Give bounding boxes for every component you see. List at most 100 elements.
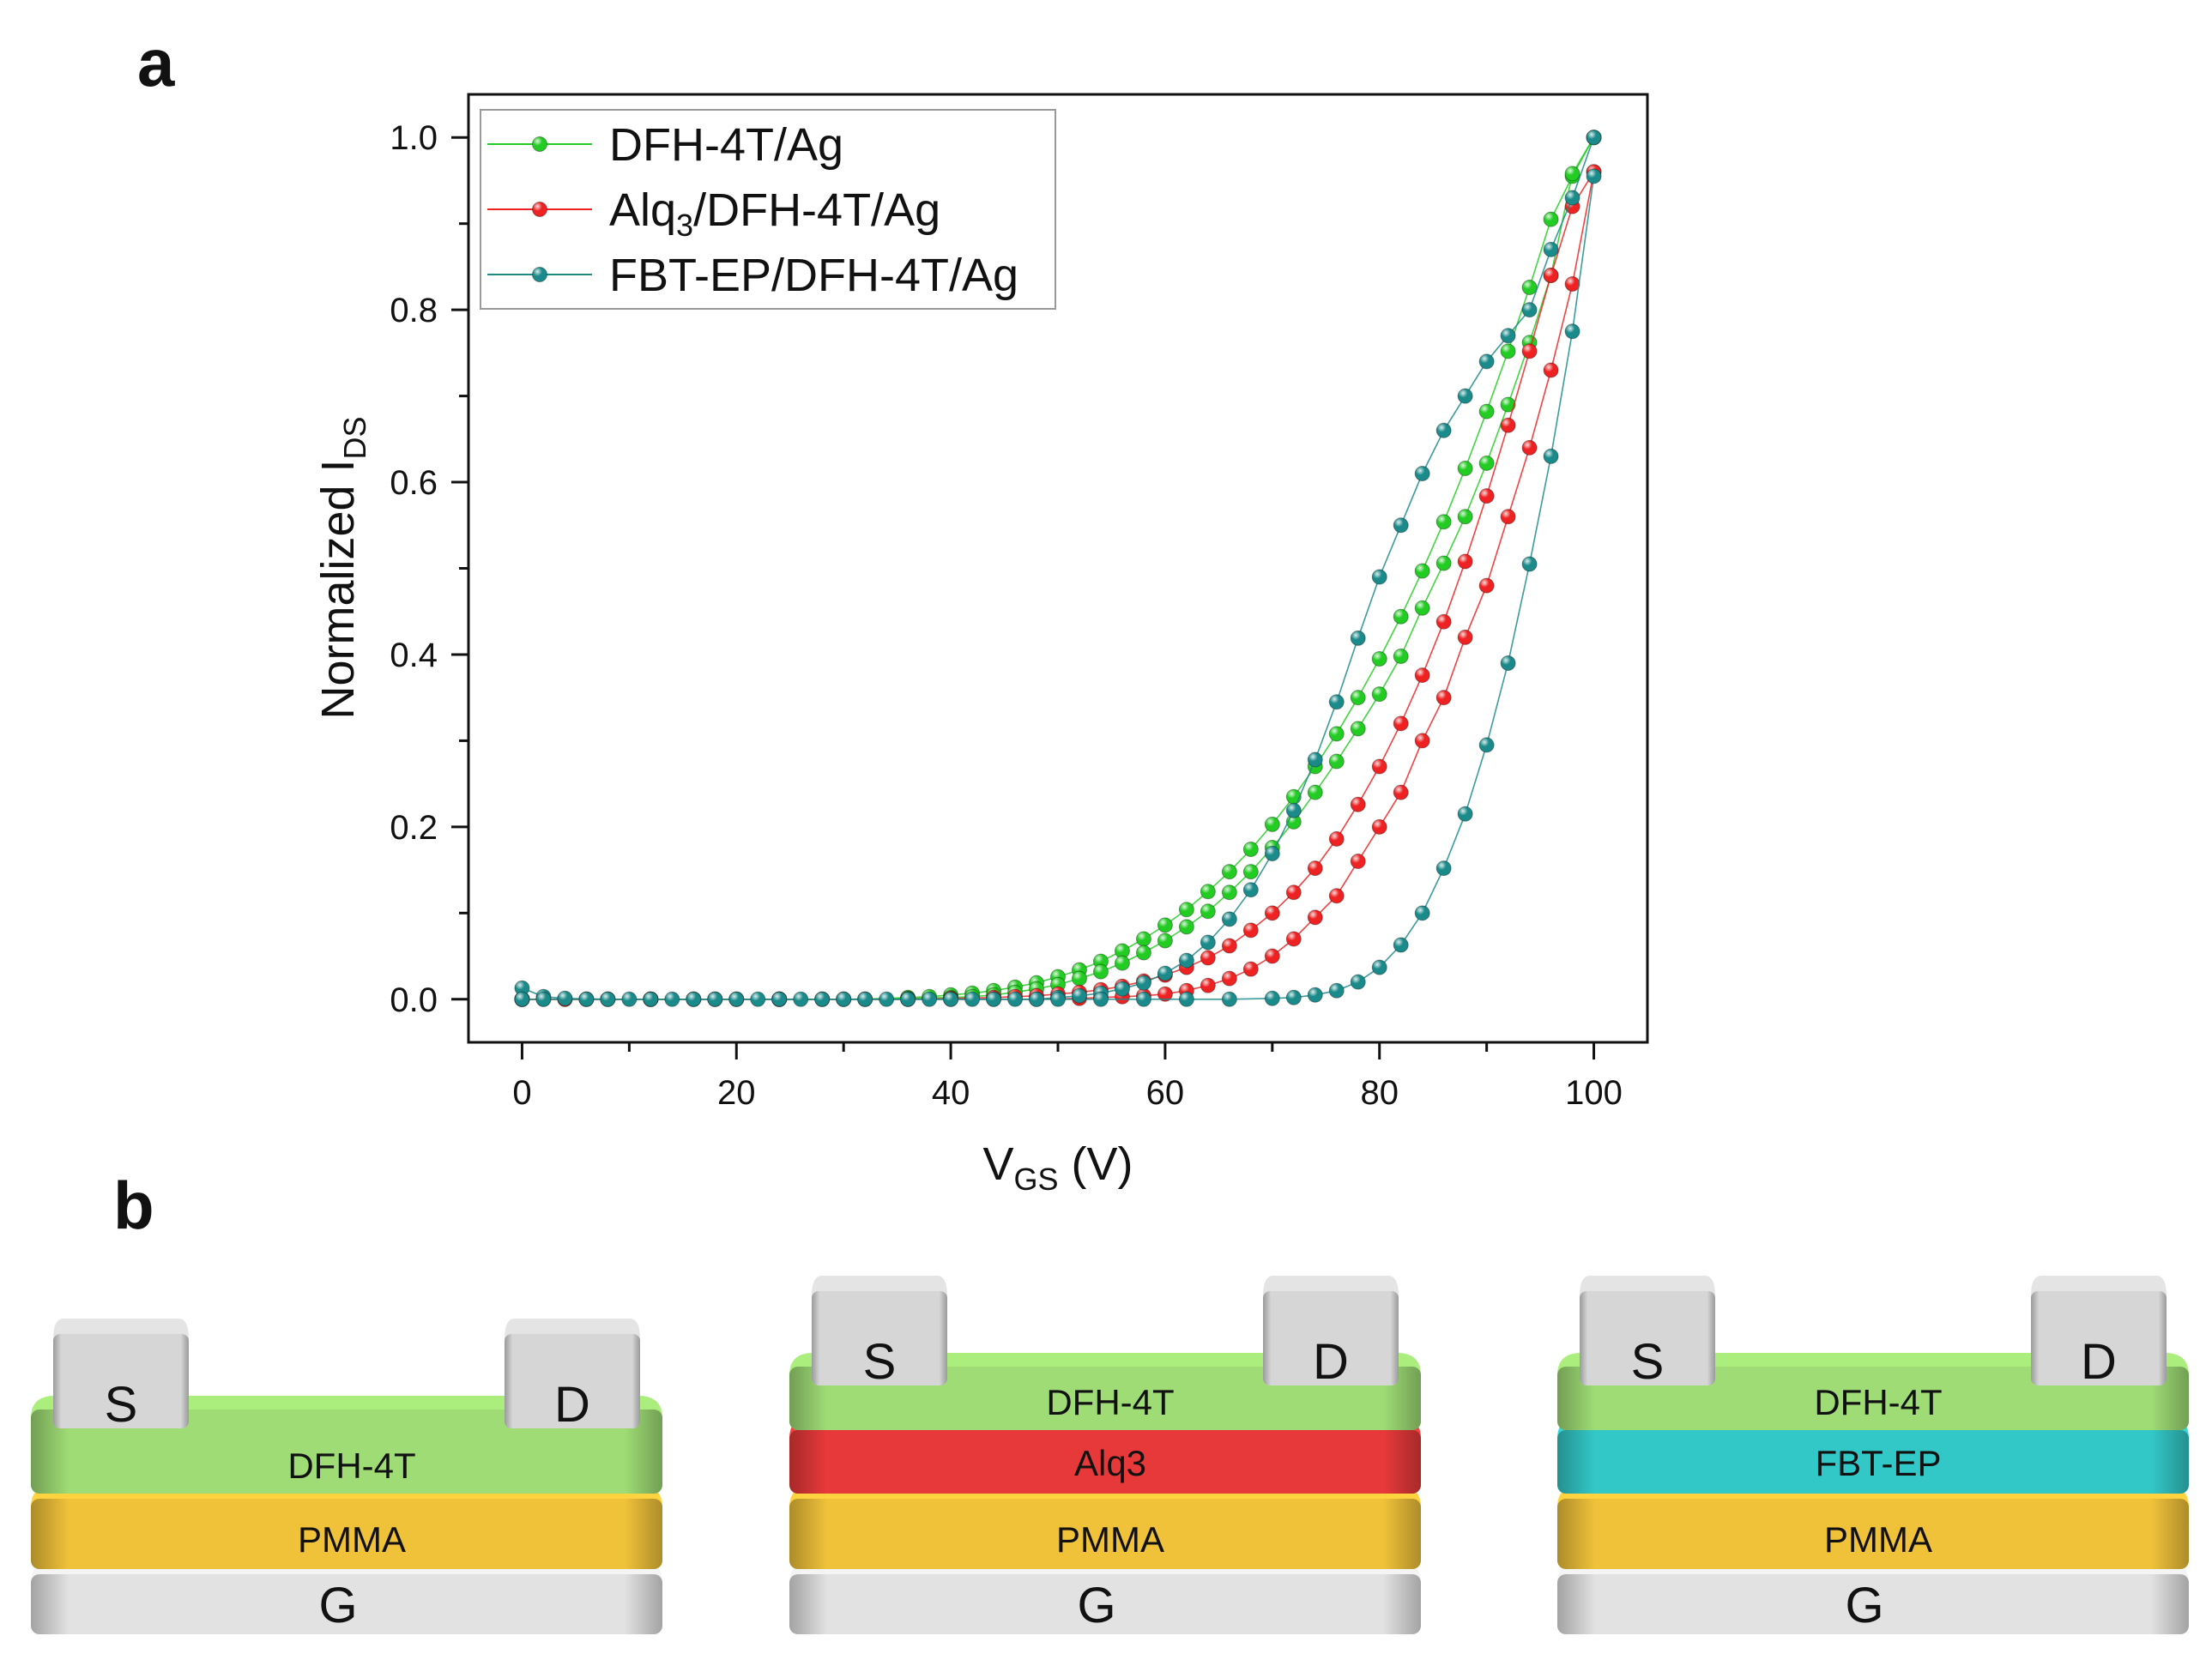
x-axis-title: VGS (V) [982,1138,1133,1197]
data-point [1500,655,1516,671]
data-point [1221,938,1237,954]
data-point [986,991,1002,1007]
source-electrode: S [53,1319,189,1433]
data-point [535,991,552,1007]
data-point [1114,981,1130,997]
data-point [1371,569,1387,585]
drain-electrode: D [2031,1276,2167,1390]
data-point [1328,694,1345,710]
data-point [1307,860,1323,877]
data-point [1543,211,1559,227]
x-axis-title-tail: (V) [1059,1138,1133,1190]
y-tick-label: 1.0 [390,119,438,157]
data-point [1393,784,1409,800]
data-point [1414,600,1430,616]
data-point [1521,302,1538,318]
pmma-label: PMMA [1056,1519,1164,1560]
drain-electrode: D [1263,1276,1399,1390]
data-point [1478,455,1495,471]
data-point [879,991,895,1007]
data-point [857,991,873,1007]
data-point [1393,608,1409,625]
data-point [1457,553,1473,570]
source-electrode: S [1580,1276,1715,1390]
data-point [1264,905,1280,921]
data-point [1157,933,1173,949]
data-point [771,991,788,1007]
data-point [1307,987,1323,1003]
data-point [1371,818,1387,835]
data-point [1457,509,1473,525]
data-point [1071,970,1087,987]
data-point [1264,990,1280,1006]
data-point [1135,931,1151,947]
data-point [1350,721,1366,737]
pmma-layer [1557,1485,2189,1569]
legend-label: FBT-EP/DFH-4T/Ag [609,250,1018,301]
y-axis-title: Normalized IDS [312,416,372,719]
data-point [1135,975,1151,991]
x-axis-title-sub: GS [1014,1162,1059,1197]
y-tick-label: 0.4 [390,637,438,674]
data-point [1178,991,1194,1007]
x-tick-label: 80 [1360,1074,1399,1112]
legend-label-main: DFH-4T/Ag [609,119,843,171]
panel-label-a: a [137,25,175,100]
layer-label: Alq3 [1074,1443,1146,1483]
data-point [1092,963,1109,980]
data-point [1135,945,1151,961]
data-point [1328,888,1345,904]
y-axis-title-sub: DS [337,416,372,459]
panel-label-b: b [113,1168,154,1243]
data-point [1521,343,1538,359]
data-point [1350,796,1366,812]
data-point [1500,343,1516,359]
source-label: S [863,1334,897,1390]
data-point [1200,884,1216,900]
data-point [600,991,616,1007]
legend-label-main: FBT-EP/DFH-4T/Ag [609,250,1018,301]
drain-label: D [1313,1334,1349,1390]
data-point [1114,955,1130,971]
data-point [1371,686,1387,703]
data-point [1178,919,1194,935]
legend-label: Alq3/DFH-4T/Ag [609,184,940,243]
x-axis: 0 20 40 60 80 100 [512,1042,1623,1112]
x-tick-label: 20 [717,1074,756,1112]
device-schematics: G PMMA DFH-4T S D G PMMA Alq3 DFH-4T S D G PMMA FBT-E… [31,1276,2189,1634]
data-point [1157,917,1173,933]
data-point [1478,577,1495,594]
data-point [1157,965,1173,981]
data-point [1586,130,1602,146]
legend-label-tail: /DFH-4T/Ag [693,184,940,236]
data-point [1157,986,1173,1002]
data-point [1029,991,1045,1007]
y-axis: 0.0 0.2 0.4 0.6 0.8 1.0 [390,119,468,1019]
data-point [1350,974,1366,990]
data-point [557,990,573,1006]
data-point [1307,909,1323,926]
legend-marker [532,267,547,282]
data-point [1007,991,1024,1007]
data-point [836,991,852,1007]
data-point [514,991,530,1007]
data-point [1371,650,1387,667]
legend-label-sub: 3 [676,208,693,243]
data-point [793,991,809,1007]
data-point [1564,323,1580,340]
data-point [1521,439,1538,456]
data-point [943,991,959,1007]
data-point [1307,784,1323,800]
x-tick-label: 0 [512,1074,531,1112]
data-point [1050,991,1066,1007]
data-point [1350,690,1366,706]
data-point [1135,991,1151,1007]
data-point [1521,280,1538,296]
data-point [1478,737,1495,753]
data-point [1564,276,1580,292]
data-point [1478,488,1495,504]
series-layer [514,130,1602,1007]
data-point [1435,422,1452,438]
data-point [643,991,659,1007]
